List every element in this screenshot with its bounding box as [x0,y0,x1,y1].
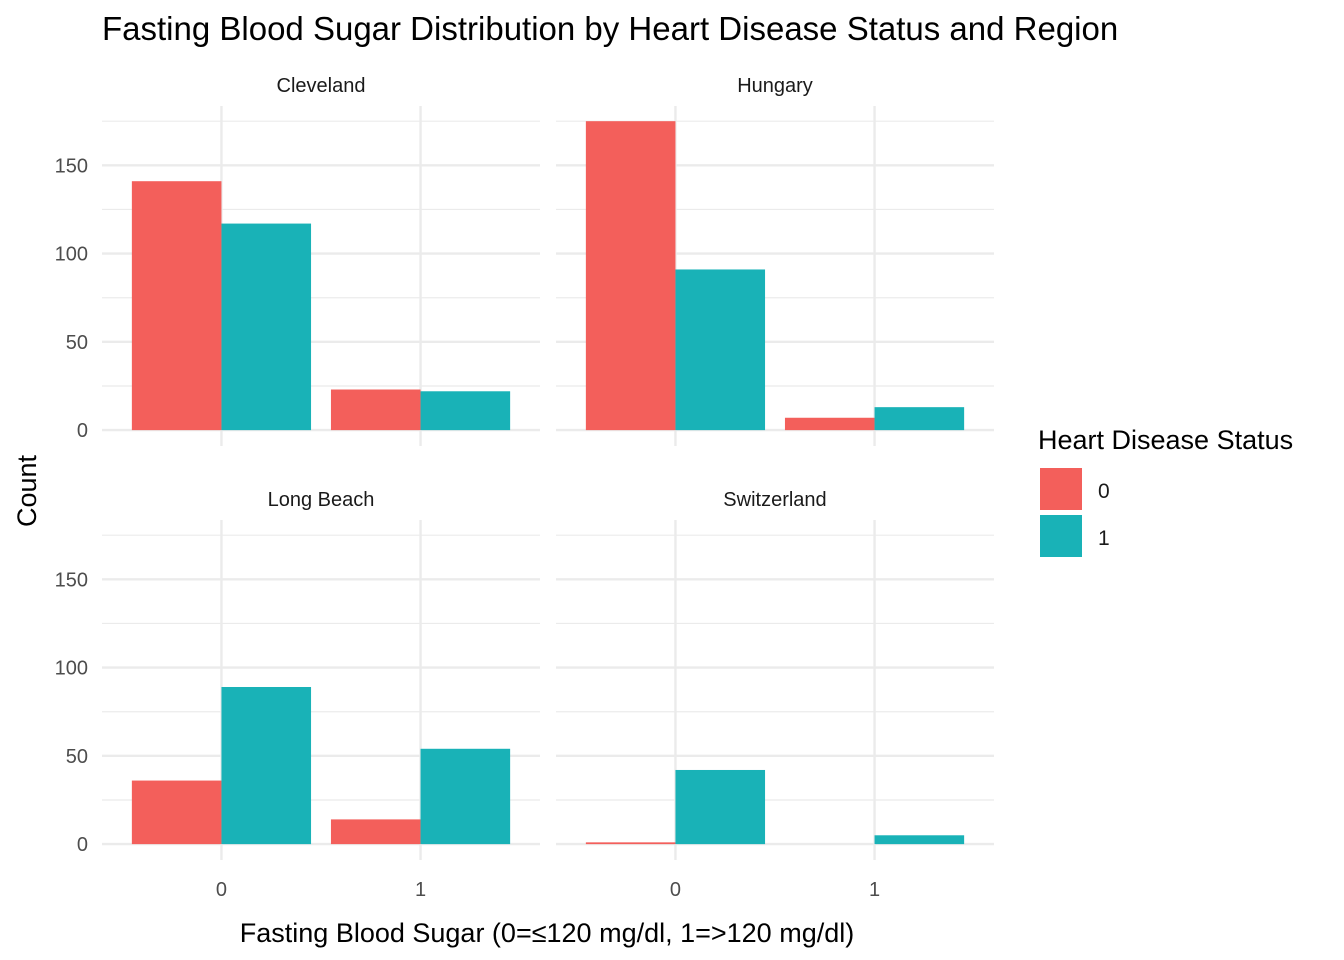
legend: Heart Disease Status 0 1 [1038,425,1293,557]
bar-switzerland-fbs0-status0 [585,842,676,845]
facet-label-long-beach: Long Beach [268,489,375,511]
bar-hungary-fbs0-status0 [585,121,676,431]
bar-long-beach-fbs0-status1 [221,686,312,845]
facet-label-hungary: Hungary [737,75,813,97]
y-tick-label: 100 [55,244,88,266]
bar-cleveland-fbs1-status1 [420,391,511,431]
chart-title: Fasting Blood Sugar Distribution by Hear… [102,10,1118,47]
x-tick-label: 1 [415,879,426,901]
x-tick-label: 1 [869,879,880,901]
y-tick-label: 150 [55,155,88,177]
bar-hungary-fbs0-status1 [675,269,766,431]
y-tick-label: 150 [55,569,88,591]
legend-label-0: 0 [1098,480,1110,503]
facet-label-switzerland: Switzerland [723,489,826,511]
bar-long-beach-fbs0-status0 [131,780,222,845]
facet-label-cleveland: Cleveland [277,75,366,97]
legend-key-1 [1040,515,1082,557]
y-tick-label: 50 [66,332,88,354]
y-axis-title: Count [12,454,42,527]
legend-label-1: 1 [1098,527,1110,550]
bar-switzerland-fbs0-status1 [675,769,766,845]
legend-title: Heart Disease Status [1038,425,1293,455]
bar-hungary-fbs1-status0 [784,417,875,431]
bar-long-beach-fbs1-status1 [420,748,511,845]
bar-hungary-fbs1-status1 [874,407,965,431]
bar-switzerland-fbs1-status1 [874,835,965,845]
x-tick-label: 0 [670,879,681,901]
bar-cleveland-fbs1-status0 [330,389,421,431]
bar-cleveland-fbs0-status1 [221,223,312,431]
y-tick-label: 50 [66,746,88,768]
bar-cleveland-fbs0-status0 [131,181,222,431]
bar-long-beach-fbs1-status0 [330,819,421,845]
y-tick-label: 0 [77,834,88,856]
x-axis-title: Fasting Blood Sugar (0=≤120 mg/dl, 1=>12… [240,918,854,948]
x-tick-label: 0 [216,879,227,901]
y-tick-label: 100 [55,658,88,680]
legend-key-0 [1040,468,1082,510]
y-tick-label: 0 [77,420,88,442]
